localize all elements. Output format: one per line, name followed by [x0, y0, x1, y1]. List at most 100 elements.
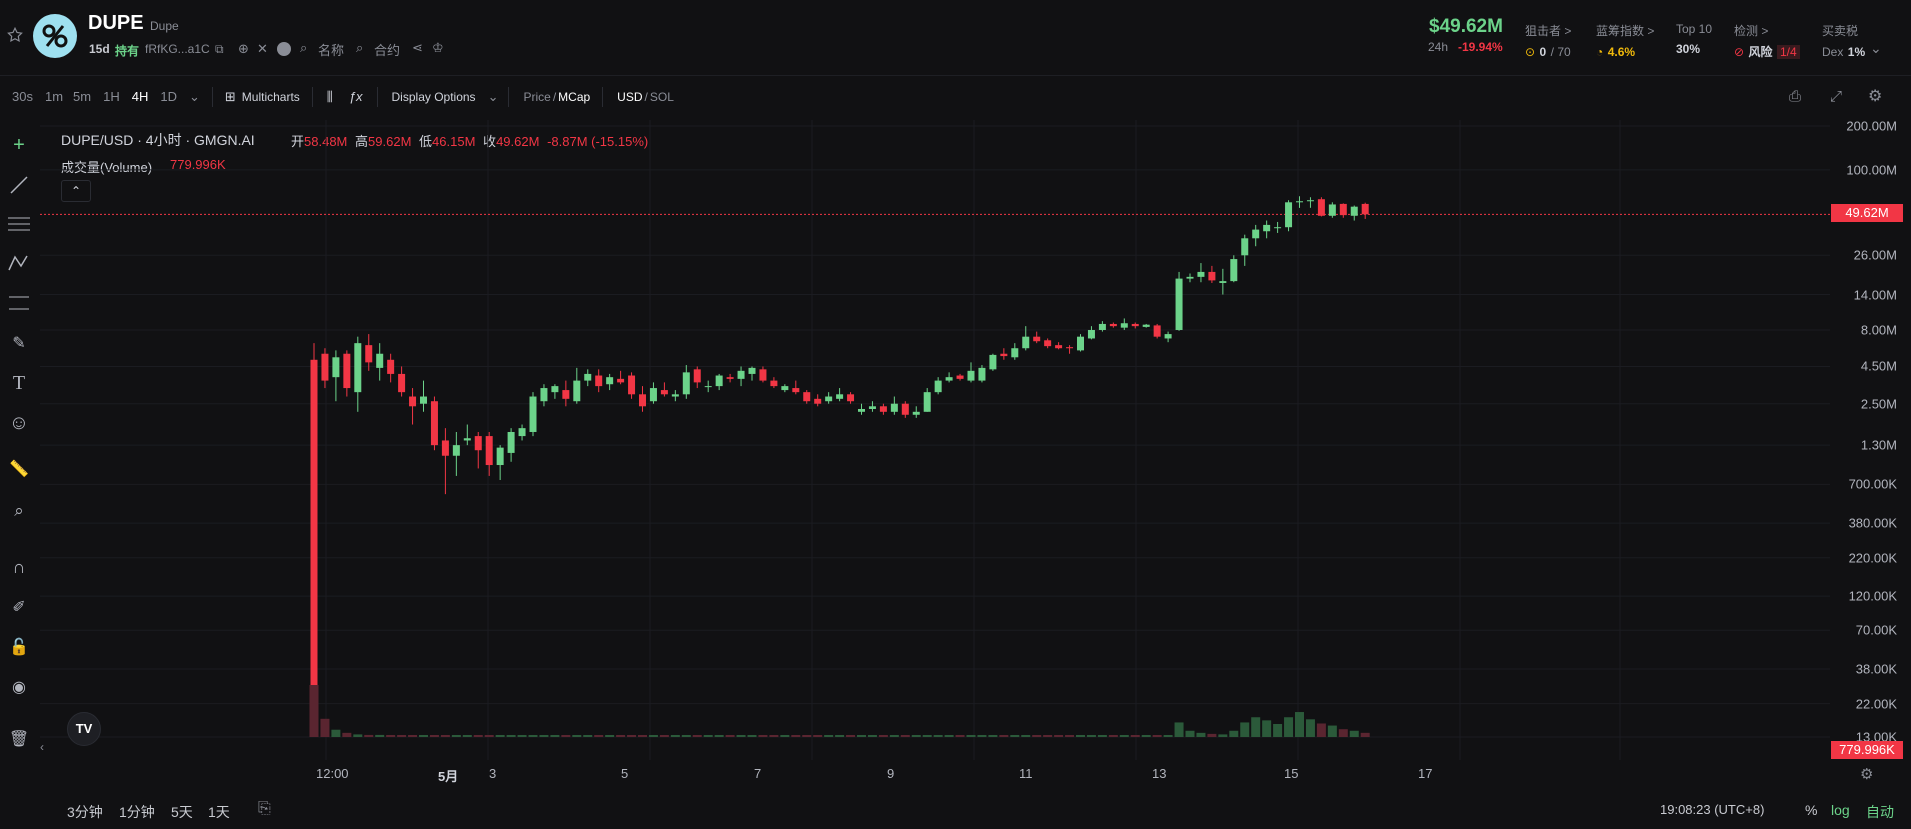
chart-settings-icon[interactable]: ⚙	[1868, 88, 1883, 105]
candle-body	[463, 438, 471, 441]
display-options-button[interactable]: Display Options	[391, 90, 476, 104]
projection-icon[interactable]	[6, 290, 32, 316]
lock-icon[interactable]: 🔓	[9, 639, 29, 656]
emoji-icon[interactable]: ☺	[8, 411, 30, 434]
y-tick-label: 70.00K	[1855, 622, 1897, 638]
candle-body	[978, 367, 986, 381]
usd-toggle[interactable]: USD	[617, 90, 643, 104]
token-address[interactable]: fRfKG...a1C	[145, 42, 210, 56]
stat-bluechip[interactable]: 蓝筹指数 > ◔ 4.6%	[1596, 24, 1655, 59]
volume-bar	[1032, 735, 1042, 737]
twitter-x-icon[interactable]: ✕	[257, 41, 268, 56]
candle-body	[452, 445, 460, 456]
interval-4h[interactable]: 4H	[131, 89, 149, 104]
interval-1m[interactable]: 1m	[44, 89, 64, 104]
multicharts-icon[interactable]: ⊞	[224, 89, 236, 104]
percent-toggle[interactable]: %	[1805, 802, 1818, 818]
time-axis[interactable]: 12:00 5月 3 5 7 9 11 13 15 17	[40, 760, 1830, 788]
star-icon[interactable]	[6, 26, 24, 49]
candle-body	[1131, 323, 1139, 327]
volume-bar	[1010, 735, 1020, 737]
copy-icon[interactable]: ⧉	[215, 42, 224, 56]
magnet-icon[interactable]: ∩	[12, 556, 26, 577]
x-tick-label: 7	[754, 766, 762, 781]
volume-bar	[583, 735, 593, 737]
clock-time[interactable]: 19:08:23 (UTC+8)	[1660, 802, 1765, 817]
candle-body	[1044, 340, 1052, 347]
multicharts-button[interactable]: Multicharts	[241, 90, 300, 104]
candle-body	[759, 369, 767, 381]
display-options-chevron-icon[interactable]: ⌄	[487, 89, 499, 104]
trendline-icon[interactable]	[6, 172, 32, 198]
volume-bar	[1207, 733, 1217, 737]
candle-body	[1219, 281, 1227, 283]
sol-toggle[interactable]: SOL	[649, 90, 674, 104]
chevron-down-icon[interactable]: ⌄	[1870, 40, 1882, 56]
ruler-icon[interactable]: 📏	[9, 461, 29, 478]
stat-top10[interactable]: Top 10 30%	[1676, 22, 1713, 56]
crosshair-icon[interactable]: +	[13, 133, 25, 156]
candle-body	[1252, 229, 1260, 239]
candle-body	[485, 436, 493, 466]
candle-body	[649, 388, 657, 402]
candle-body	[1175, 278, 1183, 330]
interval-30s[interactable]: 30s	[12, 89, 33, 104]
fib-icon[interactable]	[6, 212, 32, 238]
lock-drawing-icon[interactable]: ✐	[12, 599, 26, 616]
goto-date-icon[interactable]: ⎘	[258, 800, 271, 817]
range-3m[interactable]: 3分钟	[67, 804, 103, 820]
range-1d[interactable]: 1天	[208, 804, 230, 820]
candle-body	[792, 388, 800, 393]
pattern-icon[interactable]	[6, 250, 32, 276]
log-toggle[interactable]: log	[1831, 802, 1850, 818]
tradingview-logo[interactable]: TV	[67, 712, 101, 746]
candle-style-icon[interactable]: ⫼	[326, 89, 333, 104]
volume-bar	[999, 735, 1009, 737]
text-icon[interactable]: T	[12, 371, 26, 394]
interval-dropdown-icon[interactable]: ⌄	[188, 89, 200, 104]
y-tick-label: 22.00K	[1855, 696, 1897, 712]
search-contract-icon[interactable]: ⌕	[356, 40, 364, 55]
telegram-icon[interactable]	[277, 42, 291, 56]
volume-bar	[780, 735, 790, 737]
website-icon[interactable]: ⊕	[238, 41, 249, 56]
stat-tax[interactable]: 买卖税 Dex 1%	[1822, 24, 1866, 59]
fullscreen-icon[interactable]: ⤢	[1830, 88, 1843, 105]
zoom-in-icon[interactable]: ⌕	[14, 501, 24, 520]
holding-label[interactable]: 持有	[115, 44, 140, 58]
range-1m[interactable]: 1分钟	[119, 804, 155, 820]
range-5d[interactable]: 5天	[171, 804, 193, 820]
crown-icon[interactable]: ♔	[432, 40, 444, 55]
eye-icon[interactable]: ◉	[12, 679, 26, 696]
price-toggle[interactable]: Price	[523, 90, 551, 104]
drawing-tools: + ✎ T ☺ 📏 ⌕ ∩ ✐ 🔓 ◉ 🗑	[0, 126, 40, 766]
candle-body	[1066, 347, 1074, 349]
interval-1d[interactable]: 1D	[160, 89, 177, 104]
candlestick-chart[interactable]	[40, 120, 1830, 760]
volume-bar	[386, 735, 396, 737]
search-name-link[interactable]: 名称	[318, 43, 345, 58]
y-tick-label: 220.00K	[1848, 550, 1897, 566]
indicators-icon[interactable]: ƒx	[348, 89, 363, 104]
auto-toggle[interactable]: 自动	[1866, 804, 1894, 820]
stat-detection[interactable]: 检测 > ⊘ 风险 1/4	[1734, 22, 1800, 61]
axis-settings-icon[interactable]: ⚙	[1860, 766, 1874, 783]
search-name-icon[interactable]: ⌕	[300, 40, 308, 55]
volume-bar	[714, 735, 724, 737]
trash-icon[interactable]: 🗑	[8, 731, 30, 748]
interval-1h[interactable]: 1H	[103, 89, 120, 104]
token-age: 15d	[89, 42, 110, 56]
volume-bar	[889, 735, 899, 737]
search-contract-link[interactable]: 合约	[374, 43, 401, 58]
brush-icon[interactable]: ✎	[12, 335, 26, 352]
share-icon[interactable]: ⋖	[412, 40, 423, 55]
interval-5m[interactable]: 5m	[73, 89, 92, 104]
mcap-toggle[interactable]: MCap	[558, 90, 591, 104]
price-axis[interactable]: 200.00M 100.00M 26.00M 14.00M 8.00M 4.50M 2.50…	[1830, 119, 1911, 760]
stat-snipers[interactable]: 狙击者 > ⊙ 0 / 70	[1525, 24, 1572, 59]
camera-icon[interactable]: ⎙	[1789, 88, 1802, 105]
collapse-toolbar-icon[interactable]: ‹	[40, 740, 44, 754]
candle-body	[1350, 206, 1358, 216]
candle-body	[606, 377, 614, 385]
collapse-legend-button[interactable]: ⌃	[61, 180, 91, 202]
